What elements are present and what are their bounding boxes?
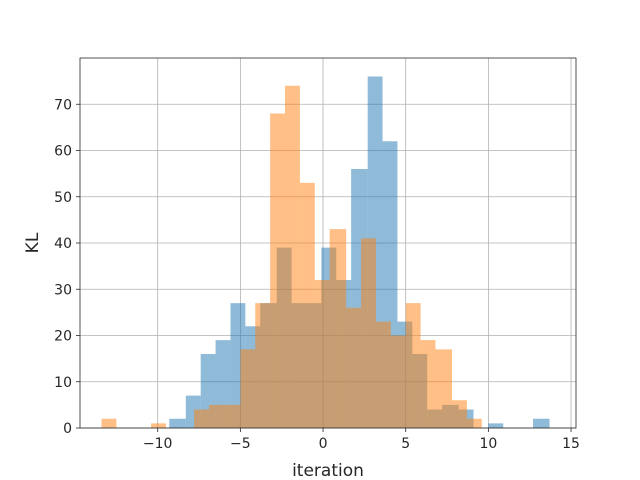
series-1-bar-0 <box>101 418 117 428</box>
series-1-bar-7 <box>270 113 286 428</box>
x-tick-label-0: −10 <box>143 436 173 452</box>
axis-ticks: −10 −5 0 5 10 15 0 10 20 30 40 50 60 70 <box>54 97 580 452</box>
x-tick-label-5: 15 <box>562 436 580 452</box>
series-1-bar-11 <box>329 229 347 428</box>
series-1-bar-8 <box>285 85 300 428</box>
y-tick-label-3: 30 <box>54 282 72 298</box>
series-1-bar-12 <box>346 307 362 428</box>
series-0-bar-20 <box>488 423 504 428</box>
series-1-bar-4 <box>223 404 241 428</box>
series-1-bar-6 <box>255 303 271 428</box>
series-1-bar-3 <box>208 404 224 428</box>
histogram-bars <box>101 76 550 428</box>
series-1-bar-14 <box>375 321 391 428</box>
series-1-bar-10 <box>314 280 330 428</box>
y-tick-label-0: 0 <box>63 421 72 437</box>
series-1-bar-18 <box>435 349 452 428</box>
series-0-bar-21 <box>533 418 550 428</box>
series-1-bar-9 <box>299 182 315 428</box>
x-axis-label: iteration <box>292 461 364 480</box>
grid <box>80 58 576 429</box>
y-tick-label-2: 20 <box>54 329 72 345</box>
y-tick-label-1: 10 <box>54 375 72 391</box>
series-1-bar-1 <box>151 423 166 428</box>
y-axis-label: KL <box>23 232 43 253</box>
series-1-bar-19 <box>452 400 467 428</box>
series-1-bar-2 <box>194 409 209 428</box>
series-1-bar-13 <box>361 238 376 428</box>
series-0-bar-0 <box>169 418 186 428</box>
y-tick-label-6: 60 <box>54 144 72 160</box>
x-tick-label-2: 0 <box>319 436 328 452</box>
series-1-bar-5 <box>240 349 256 428</box>
x-tick-label-4: 10 <box>479 436 497 452</box>
y-tick-label-5: 50 <box>54 190 72 206</box>
series-1-bar-15 <box>390 335 406 428</box>
series-1-bar-20 <box>466 418 482 428</box>
series-1-bar-16 <box>405 303 421 428</box>
y-tick-label-7: 70 <box>54 97 72 113</box>
y-tick-label-4: 40 <box>54 236 72 252</box>
series-1-bar-17 <box>420 340 436 428</box>
x-tick-label-3: 5 <box>401 436 410 452</box>
x-tick-label-1: −5 <box>230 436 251 452</box>
